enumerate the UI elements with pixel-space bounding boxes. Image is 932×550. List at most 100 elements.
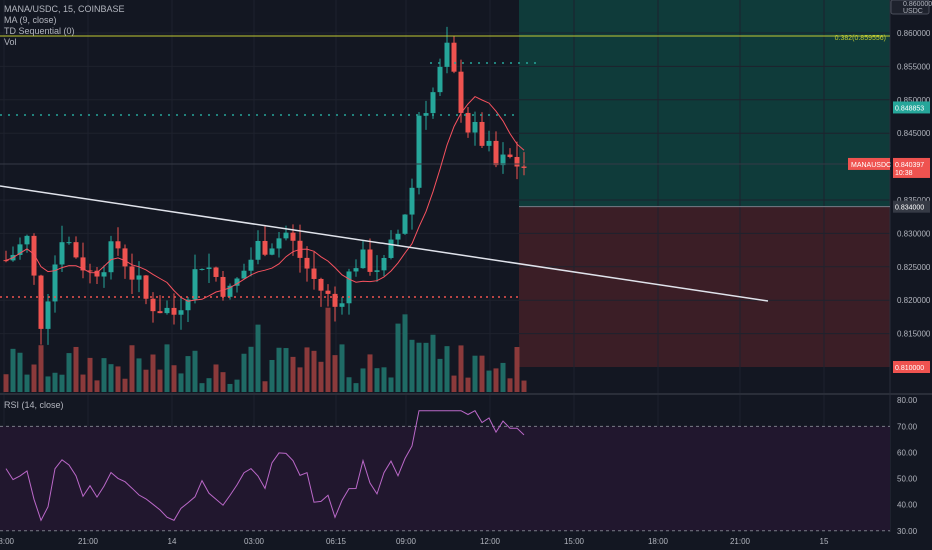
candle-body [227,285,233,297]
volume-bar [346,377,352,392]
price-tick-label: 0.855000 [897,62,931,71]
volume-bar [437,358,443,392]
volume-bar [129,345,135,392]
ma-legend[interactable]: MA (9, close) [4,15,57,25]
candle-body [332,293,338,307]
candle-body [290,232,296,241]
price-tick-label: 0.820000 [897,296,931,305]
candle-body [346,271,352,304]
rsi-tick-label: 30.00 [897,527,918,536]
volume-bar [381,367,387,392]
top-price-label: 0.860000 [903,1,932,8]
stop-badge [893,361,930,373]
volume-bar [318,361,324,392]
volume-bar [290,356,296,392]
vol-legend[interactable]: Vol [4,37,17,47]
candle-body [430,92,436,114]
rsi-tick-label: 70.00 [897,422,918,431]
price-tick-label: 0.850000 [897,96,931,105]
current-price-badge [893,157,930,178]
volume-bar [17,352,23,392]
volume-bar [143,369,149,392]
volume-bar [150,354,156,392]
candle-body [73,242,79,258]
rsi-line [5,410,525,522]
volume-bar [423,342,429,392]
candle-body [255,240,261,260]
volume-bar [38,345,44,392]
candle-body [234,278,240,286]
rsi-legend[interactable]: RSI (14, close) [4,400,64,410]
volume-bar [52,372,58,392]
volume-bar [59,374,65,392]
volume-bar [94,380,100,392]
volume-bar [353,383,359,392]
symbol-legend[interactable]: MANA/USDC, 15, COINBASE [4,4,125,14]
volume-bar [227,383,233,392]
volume-bar [374,368,380,392]
volume-bar [234,379,240,392]
fib-label: 0.382(0.859556) [835,35,886,42]
candle-body [80,257,86,271]
candle-body [87,270,93,272]
candle-body [381,257,387,271]
chart-legend: MANA/USDC, 15, COINBASE MA (9, close) TD… [4,4,125,48]
volume-bar [87,357,93,392]
volume-bar [325,307,331,392]
candle-body [248,259,254,271]
target-label: 0.848853 [895,105,924,112]
candle-body [206,267,212,269]
volume-bar [332,355,338,392]
candle-body [367,249,373,272]
volume-bar [465,377,471,392]
candle-body [451,42,457,72]
volume-bar [241,353,247,392]
price-tick-label: 0.845000 [897,129,931,138]
candle-body [115,241,121,249]
candle-body [521,166,527,168]
volume-bar [66,353,72,392]
volume-bar [80,374,86,392]
volume-bar [213,364,219,392]
volume-bar [171,365,177,392]
candle-body [241,270,247,279]
volume-bar [514,347,520,392]
candle-body [262,240,268,255]
candle-body [59,242,65,265]
candle-body [402,214,408,234]
candle-body [486,140,492,146]
candle-body [276,238,282,249]
candle-body [304,257,310,269]
candle-body [38,275,44,329]
volume-bar [507,378,513,392]
td-legend[interactable]: TD Sequential (0) [4,26,75,36]
volume-bar [360,368,366,392]
volume-bar [31,364,37,392]
volume-bar [297,367,303,392]
volume-bar [500,362,506,392]
time-tick-label: 18:00 [648,537,669,546]
volume-bar [3,374,9,392]
candle-body [213,267,219,277]
candle-body [108,241,114,273]
candle-body [318,278,324,291]
target-badge [893,101,930,114]
candle-body [143,275,149,299]
volume-bar [157,369,163,392]
candle-body [437,66,443,93]
volume-bar [444,346,450,392]
volume-bar [122,378,128,392]
volume-bar [269,359,275,392]
candle-body [101,272,107,277]
volume-bar [206,378,212,392]
entry-badge [893,200,930,213]
volume-bar [430,334,436,392]
candle-body [353,268,359,272]
volume-bar [339,344,345,392]
candle-body [150,298,156,312]
candle-body [129,266,135,280]
candle-body [178,310,184,315]
price-tick-label: 0.860000 [897,29,931,38]
candle-body [185,299,191,311]
